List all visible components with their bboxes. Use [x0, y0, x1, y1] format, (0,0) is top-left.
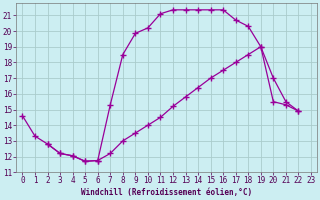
X-axis label: Windchill (Refroidissement éolien,°C): Windchill (Refroidissement éolien,°C) [81, 188, 252, 197]
